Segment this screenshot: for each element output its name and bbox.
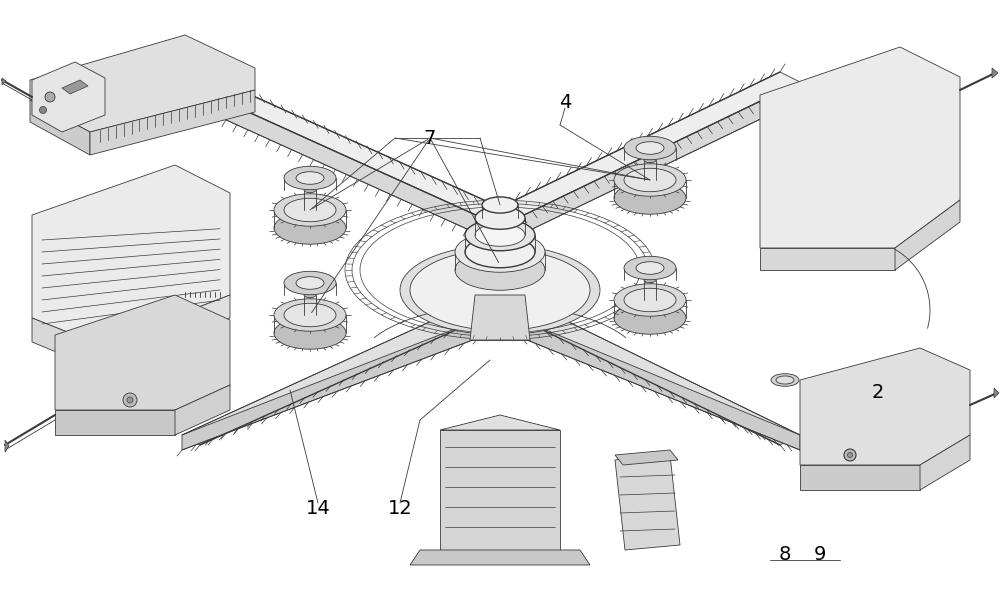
Text: 12: 12 (388, 498, 412, 517)
Polygon shape (182, 82, 478, 234)
Ellipse shape (614, 164, 686, 196)
Polygon shape (175, 385, 230, 435)
Polygon shape (182, 72, 495, 216)
Polygon shape (32, 165, 230, 345)
Ellipse shape (475, 207, 525, 229)
Ellipse shape (284, 166, 336, 190)
Ellipse shape (644, 277, 656, 283)
Ellipse shape (274, 194, 346, 226)
Ellipse shape (284, 303, 336, 327)
Polygon shape (800, 465, 920, 490)
Polygon shape (505, 72, 800, 216)
Polygon shape (760, 47, 960, 248)
Polygon shape (410, 550, 590, 565)
Ellipse shape (644, 157, 656, 163)
Text: 8: 8 (779, 545, 791, 564)
Ellipse shape (304, 187, 316, 193)
Ellipse shape (624, 136, 676, 160)
Polygon shape (30, 35, 255, 132)
Polygon shape (920, 435, 970, 490)
Ellipse shape (624, 256, 676, 280)
Circle shape (40, 107, 46, 113)
Polygon shape (100, 295, 230, 370)
Ellipse shape (636, 142, 664, 154)
Ellipse shape (448, 281, 552, 328)
Polygon shape (992, 68, 998, 78)
Circle shape (123, 393, 137, 407)
Circle shape (848, 452, 852, 458)
Ellipse shape (455, 232, 545, 272)
Polygon shape (5, 440, 9, 452)
Text: 9: 9 (814, 545, 826, 564)
Polygon shape (470, 295, 530, 340)
Ellipse shape (455, 250, 545, 290)
Ellipse shape (465, 219, 535, 251)
Ellipse shape (274, 317, 346, 349)
Ellipse shape (284, 198, 336, 222)
Text: 2: 2 (872, 383, 884, 402)
Ellipse shape (465, 236, 535, 268)
Ellipse shape (440, 278, 560, 332)
Text: 14: 14 (306, 498, 330, 517)
Ellipse shape (614, 284, 686, 316)
Ellipse shape (636, 262, 664, 274)
Polygon shape (615, 455, 680, 550)
Polygon shape (2, 78, 6, 85)
Circle shape (45, 92, 55, 102)
Polygon shape (182, 320, 478, 450)
Ellipse shape (771, 374, 799, 386)
Ellipse shape (624, 168, 676, 192)
Ellipse shape (482, 197, 518, 213)
Polygon shape (55, 295, 230, 410)
Polygon shape (182, 308, 478, 445)
Ellipse shape (284, 271, 336, 294)
Ellipse shape (776, 376, 794, 384)
Polygon shape (440, 430, 560, 550)
Ellipse shape (296, 277, 324, 289)
Polygon shape (800, 348, 970, 465)
Circle shape (127, 397, 133, 403)
Ellipse shape (410, 250, 590, 331)
Circle shape (844, 449, 856, 461)
Polygon shape (994, 388, 999, 398)
Polygon shape (522, 82, 800, 234)
Ellipse shape (274, 299, 346, 331)
Ellipse shape (274, 212, 346, 244)
Text: 4: 4 (559, 94, 571, 113)
Ellipse shape (475, 224, 525, 246)
Ellipse shape (614, 302, 686, 334)
Polygon shape (522, 320, 800, 450)
Text: 7: 7 (424, 129, 436, 147)
Ellipse shape (296, 172, 324, 184)
Ellipse shape (624, 288, 676, 312)
Polygon shape (522, 308, 800, 445)
Polygon shape (32, 318, 100, 370)
Polygon shape (895, 200, 960, 270)
Polygon shape (760, 248, 895, 270)
Polygon shape (90, 90, 255, 155)
Polygon shape (55, 410, 175, 435)
Polygon shape (30, 100, 90, 155)
Ellipse shape (304, 292, 316, 297)
Ellipse shape (614, 182, 686, 214)
Polygon shape (32, 62, 105, 132)
Ellipse shape (400, 245, 600, 335)
Polygon shape (615, 450, 678, 465)
Polygon shape (62, 80, 88, 94)
Polygon shape (440, 415, 560, 430)
